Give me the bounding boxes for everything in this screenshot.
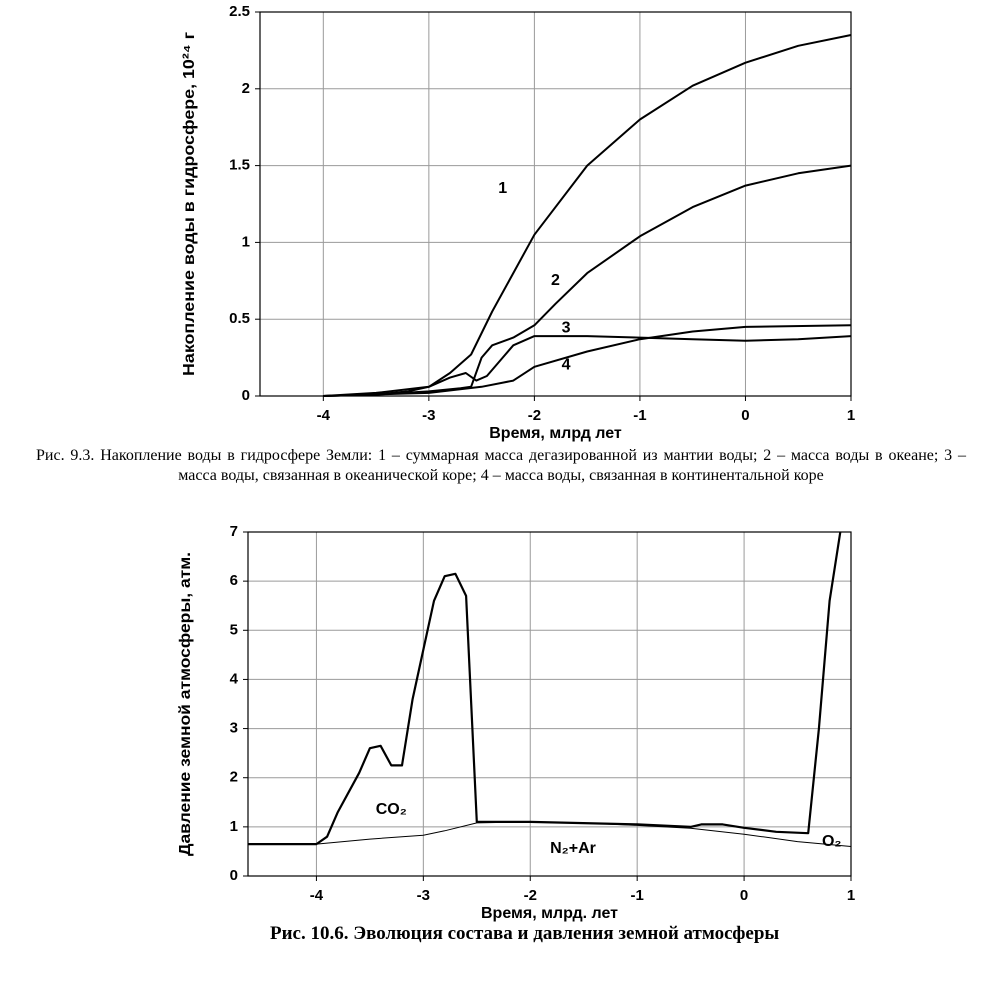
x-tick-label: -3 — [417, 887, 430, 904]
x-axis-label: Время, млрд лет — [489, 425, 622, 442]
y-tick-label: 2 — [230, 769, 238, 786]
annotation: CO₂ — [376, 801, 407, 818]
y-tick-label: 4 — [230, 670, 239, 687]
figure-caption: Рис. 9.3. Накопление воды в гидросфере З… — [36, 447, 966, 484]
plot-frame — [247, 531, 852, 877]
data-line — [248, 531, 842, 846]
x-axis-label: Время, млрд. лет — [481, 905, 618, 922]
y-tick-label: 2 — [242, 80, 250, 97]
data-line — [248, 821, 852, 847]
annotation: O₂ — [822, 833, 842, 850]
y-axis-label: Накопление воды в гидросфере, 10²⁴ г — [181, 32, 198, 376]
y-tick-label: 5 — [230, 621, 238, 638]
x-tick-label: -4 — [317, 407, 331, 424]
x-tick-label: -1 — [633, 407, 646, 424]
x-tick-label: 1 — [847, 887, 855, 904]
figure-caption: Рис. 10.6. Эволюция состава и давления з… — [270, 923, 780, 944]
x-tick-label: -1 — [630, 887, 643, 904]
y-tick-label: 7 — [230, 523, 238, 540]
x-tick-label: -2 — [524, 887, 537, 904]
y-tick-label: 0 — [242, 387, 250, 404]
y-axis-label: Давление земной атмосферы, атм. — [177, 552, 194, 856]
y-tick-label: 3 — [230, 720, 238, 737]
x-tick-label: 0 — [740, 887, 748, 904]
y-tick-label: 0.5 — [229, 310, 250, 327]
annotation: 1 — [498, 180, 507, 197]
x-tick-label: -2 — [528, 407, 541, 424]
data-line — [323, 34, 852, 397]
y-tick-label: 1.5 — [229, 157, 250, 174]
data-line — [323, 164, 852, 397]
y-tick-label: 2.5 — [229, 3, 250, 20]
annotation: 3 — [562, 320, 571, 337]
data-line — [323, 335, 852, 397]
y-tick-label: 0 — [230, 867, 238, 884]
data-line — [323, 324, 852, 397]
plot-frame — [259, 11, 852, 397]
y-tick-label: 1 — [242, 233, 250, 250]
y-tick-label: 6 — [230, 572, 238, 589]
x-tick-label: -4 — [310, 887, 324, 904]
annotation: 2 — [551, 272, 560, 289]
x-tick-label: 1 — [847, 407, 855, 424]
x-tick-label: -3 — [422, 407, 435, 424]
y-tick-label: 1 — [230, 818, 238, 835]
annotation: 4 — [562, 356, 571, 373]
annotation: N₂+Ar — [550, 840, 596, 857]
x-tick-label: 0 — [741, 407, 749, 424]
